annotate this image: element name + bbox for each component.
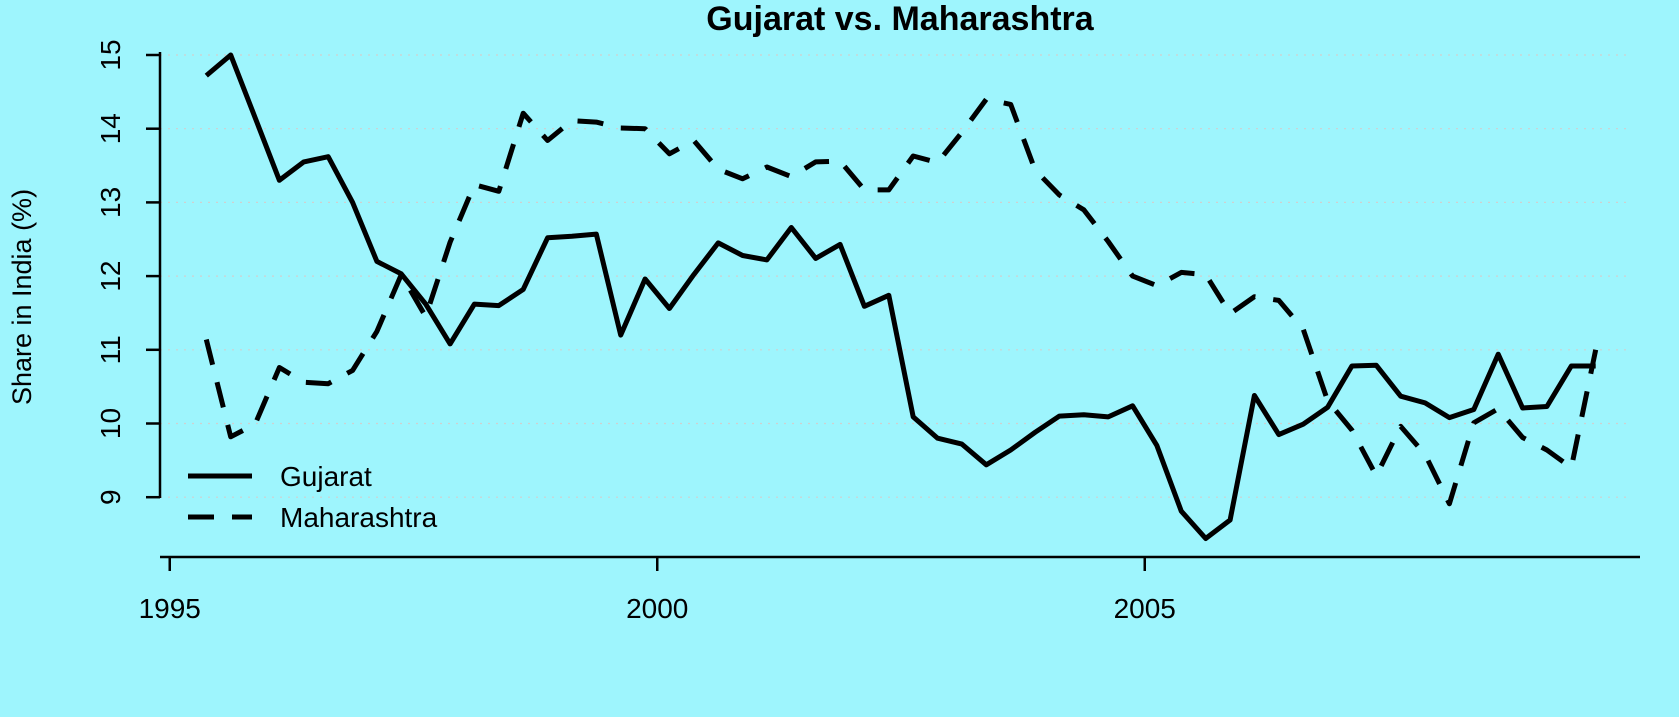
y-tick-label: 15 xyxy=(95,39,126,70)
x-tick-label: 1995 xyxy=(139,593,201,624)
series-line-maharashtra xyxy=(203,96,1599,507)
x-ticks: 1995 2000 2005 xyxy=(139,557,1176,624)
series-line-gujarat xyxy=(204,52,1596,541)
y-tick-label: 10 xyxy=(95,408,126,439)
y-axis-label: Share in India (%) xyxy=(7,189,37,405)
y-tick-label: 13 xyxy=(95,187,126,218)
legend-label-maharashtra: Maharashtra xyxy=(280,502,438,533)
y-tick-label: 12 xyxy=(95,261,126,292)
legend-label-gujarat: Gujarat xyxy=(280,461,372,492)
series-lines xyxy=(203,52,1599,541)
grid-lines xyxy=(160,54,1630,498)
y-tick-label: 14 xyxy=(95,113,126,144)
axes xyxy=(158,52,1640,559)
legend: Gujarat Maharashtra xyxy=(188,461,438,533)
y-tick-label: 9 xyxy=(95,489,126,505)
y-tick-label: 11 xyxy=(95,335,126,364)
x-tick-label: 2005 xyxy=(1114,593,1176,624)
x-tick-label: 2000 xyxy=(626,593,688,624)
y-ticks: 9 10 11 12 13 14 15 xyxy=(95,39,160,505)
chart-title: Gujarat vs. Maharashtra xyxy=(706,0,1094,38)
